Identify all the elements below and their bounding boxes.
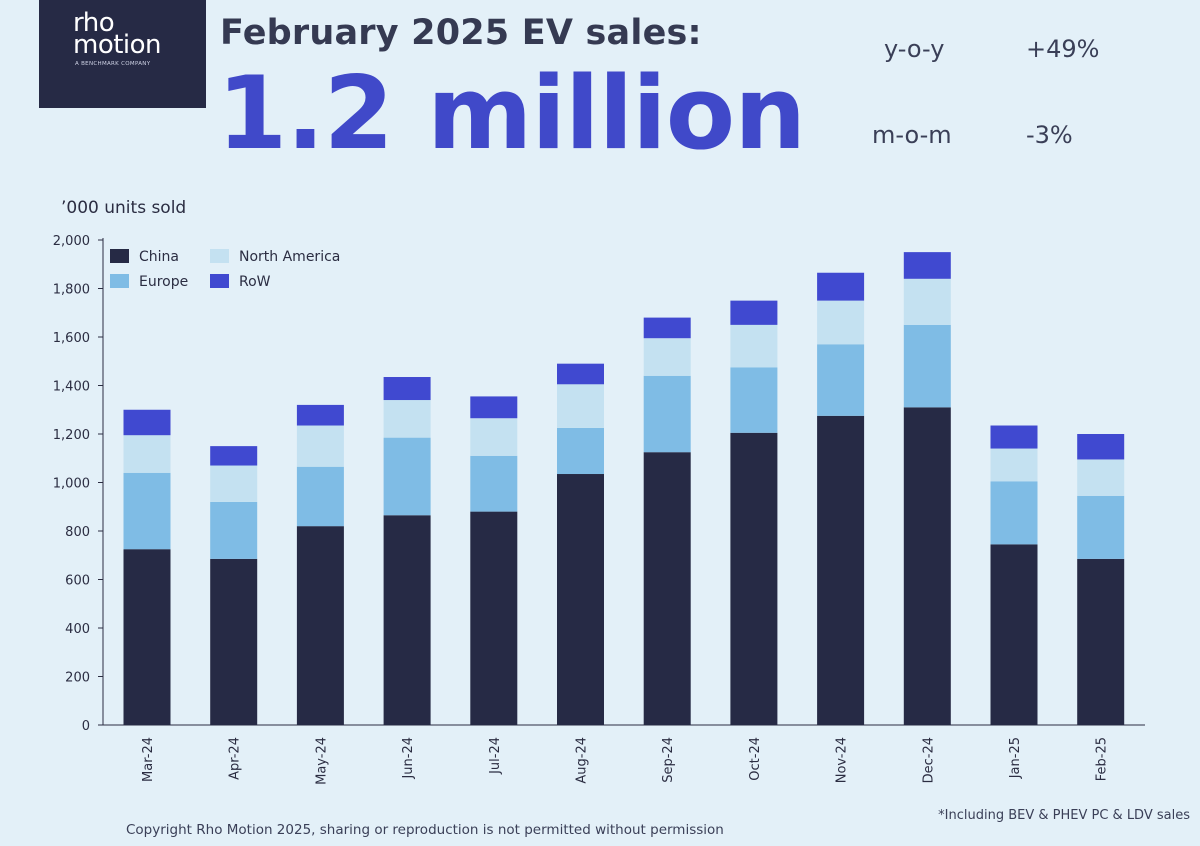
bar-segment-row xyxy=(210,446,258,466)
mom-label: m-o-m xyxy=(872,121,952,149)
bar-segment-china xyxy=(123,549,171,725)
x-tick-label: May-24 xyxy=(314,737,329,785)
legend-label: RoW xyxy=(239,274,271,290)
bar-segment-china xyxy=(383,515,431,725)
bar-segment-north-america xyxy=(557,384,604,428)
bar-segment-europe xyxy=(210,501,258,559)
y-tick-label: 1,200 xyxy=(53,428,90,443)
mom-value: -3% xyxy=(1026,121,1073,149)
bar-segment-row xyxy=(123,409,171,436)
bar-segment-europe xyxy=(817,344,865,416)
bar-segment-north-america xyxy=(903,278,951,325)
bar-segment-europe xyxy=(990,481,1038,545)
bar-segment-row xyxy=(470,396,518,419)
y-tick-label: 1,600 xyxy=(53,331,90,346)
bar-segment-row xyxy=(730,300,778,325)
bar-segment-europe xyxy=(1077,495,1125,559)
x-tick-label: Aug-24 xyxy=(575,737,590,784)
bar-segment-europe xyxy=(557,427,604,475)
y-tick-label: 1,400 xyxy=(53,380,90,395)
bar-segment-north-america xyxy=(817,300,865,345)
x-tick-label: Oct-24 xyxy=(748,737,763,781)
y-tick-label: 1,000 xyxy=(53,477,90,492)
y-tick-label: 200 xyxy=(65,671,90,686)
bar-segment-china xyxy=(990,544,1038,725)
bar-segment-row xyxy=(296,404,344,426)
yoy-value: +49% xyxy=(1026,35,1100,63)
x-tick-label: Apr-24 xyxy=(228,737,243,780)
big-number: 1.2 million xyxy=(217,54,806,172)
headline: February 2025 EV sales: xyxy=(220,13,702,53)
y-tick-label: 1,800 xyxy=(53,283,90,298)
bar-segment-china xyxy=(903,407,951,725)
y-tick-label: 600 xyxy=(65,574,90,589)
x-tick-label: Feb-25 xyxy=(1095,737,1110,781)
bar-segment-china xyxy=(730,432,778,725)
bar-segment-row xyxy=(903,252,951,279)
bar-segment-north-america xyxy=(470,418,518,456)
bar-segment-row xyxy=(1077,434,1125,460)
footnote: *Including BEV & PHEV PC & LDV sales xyxy=(938,808,1190,823)
bar-segment-europe xyxy=(123,472,171,550)
bar-segment-china xyxy=(1077,558,1125,725)
bar-segment-europe xyxy=(903,324,951,408)
bar-segment-china xyxy=(210,558,258,725)
x-tick-label: Mar-24 xyxy=(141,737,156,782)
legend-label: North America xyxy=(239,249,340,265)
x-tick-label: Dec-24 xyxy=(921,737,936,783)
bar-segment-china xyxy=(643,452,691,725)
bar-segment-row xyxy=(643,317,691,339)
bar-segment-europe xyxy=(643,375,691,453)
bar-segment-europe xyxy=(730,367,778,433)
bar-segment-europe xyxy=(383,437,431,516)
x-tick-label: Jan-25 xyxy=(1008,737,1023,779)
y-tick-label: 400 xyxy=(65,622,90,637)
bar-segment-row xyxy=(557,363,604,385)
bar-segment-china xyxy=(296,526,344,725)
legend-label: China xyxy=(139,249,179,265)
logo-tagline: A BENCHMARK COMPANY xyxy=(75,61,151,67)
y-tick-label: 2,000 xyxy=(53,234,90,249)
logo-text-rho: rho xyxy=(73,8,115,38)
x-tick-label: Sep-24 xyxy=(661,737,676,783)
legend-swatch-china xyxy=(110,249,129,263)
bar-segment-north-america xyxy=(210,465,258,502)
copyright-footer: Copyright Rho Motion 2025, sharing or re… xyxy=(126,822,724,838)
y-tick-label: 0 xyxy=(82,719,90,734)
x-tick-label: Jul-24 xyxy=(488,737,503,775)
bar-segment-china xyxy=(557,474,604,725)
bar-segment-north-america xyxy=(296,425,344,467)
y-axis-unit-label: ’000 units sold xyxy=(61,198,187,218)
x-tick-label: Jun-24 xyxy=(401,737,416,780)
bar-segment-north-america xyxy=(1077,459,1125,496)
bar-segment-north-america xyxy=(643,338,691,376)
legend-swatch-europe xyxy=(110,274,129,288)
bar-segment-north-america xyxy=(730,324,778,368)
x-tick-label: Nov-24 xyxy=(835,737,850,783)
bar-segment-europe xyxy=(470,455,518,512)
bar-segment-row xyxy=(990,425,1038,449)
bar-segment-europe xyxy=(296,466,344,527)
legend-swatch-north-america xyxy=(210,249,229,263)
bar-segment-north-america xyxy=(990,448,1038,482)
bar-segment-north-america xyxy=(123,435,171,473)
legend-swatch-row xyxy=(210,274,229,288)
bar-segment-row xyxy=(817,272,865,301)
bar-segment-north-america xyxy=(383,400,431,438)
bar-segment-row xyxy=(383,377,431,401)
y-tick-label: 800 xyxy=(65,525,90,540)
bar-segment-china xyxy=(817,415,865,725)
legend-label: Europe xyxy=(139,274,188,290)
bar-segment-china xyxy=(470,511,518,725)
rho-motion-logo: rho motion A BENCHMARK COMPANY xyxy=(39,0,206,108)
yoy-label: y-o-y xyxy=(884,35,945,63)
logo-text-motion: motion xyxy=(73,30,162,60)
